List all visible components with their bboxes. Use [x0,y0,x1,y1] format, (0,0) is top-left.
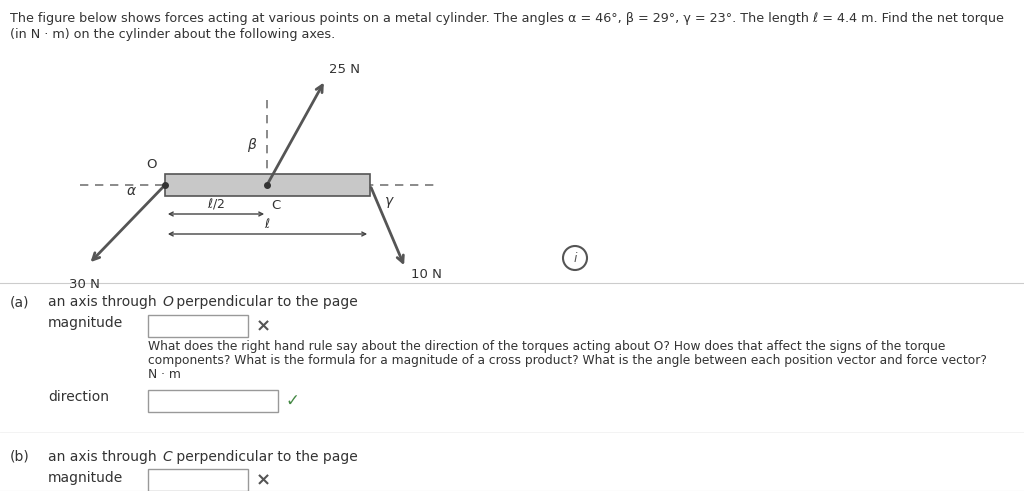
Text: What does the right hand rule say about the direction of the torques acting abou: What does the right hand rule say about … [148,340,945,353]
Text: O: O [146,158,157,171]
Bar [148,315,248,337]
Text: an axis through: an axis through [48,295,161,309]
Text: direction: direction [48,390,109,404]
Text: 5: 5 [152,473,161,487]
Text: $\gamma$: $\gamma$ [384,195,395,210]
Bar [148,469,248,491]
Text: ▾: ▾ [266,396,271,406]
Text: components? What is the formula for a magnitude of a cross product? What is the : components? What is the formula for a ma… [148,354,987,367]
Text: The figure below shows forces acting at various points on a metal cylinder. The : The figure below shows forces acting at … [10,12,1004,25]
Text: perpendicular to the page: perpendicular to the page [172,450,357,464]
Text: (a): (a) [10,295,30,309]
Text: C: C [162,450,172,464]
Text: magnitude: magnitude [48,316,123,330]
Text: ✓: ✓ [286,392,300,410]
Text: (b): (b) [10,450,30,464]
Text: N · m: N · m [148,368,181,381]
Text: $\alpha$: $\alpha$ [126,184,137,198]
Text: an axis through: an axis through [48,450,161,464]
Text: $\ell$: $\ell$ [264,217,270,231]
Bar [148,390,278,412]
Text: counterclockwise: counterclockwise [152,394,258,408]
Text: $\ell/2$: $\ell/2$ [207,196,225,211]
Text: 25 N: 25 N [329,63,360,76]
Text: 10 N: 10 N [412,268,442,281]
Text: magnitude: magnitude [48,471,123,485]
Text: $\beta$: $\beta$ [247,136,257,154]
Text: perpendicular to the page: perpendicular to the page [172,295,357,309]
Text: 30 N: 30 N [70,278,100,291]
Text: ×: × [256,471,271,489]
Text: 2: 2 [152,319,161,333]
Text: ×: × [256,317,271,335]
Text: C: C [271,199,281,212]
Text: O: O [162,295,173,309]
Bar [165,174,370,196]
Text: i: i [573,251,577,265]
Text: (in N · m) on the cylinder about the following axes.: (in N · m) on the cylinder about the fol… [10,28,335,41]
